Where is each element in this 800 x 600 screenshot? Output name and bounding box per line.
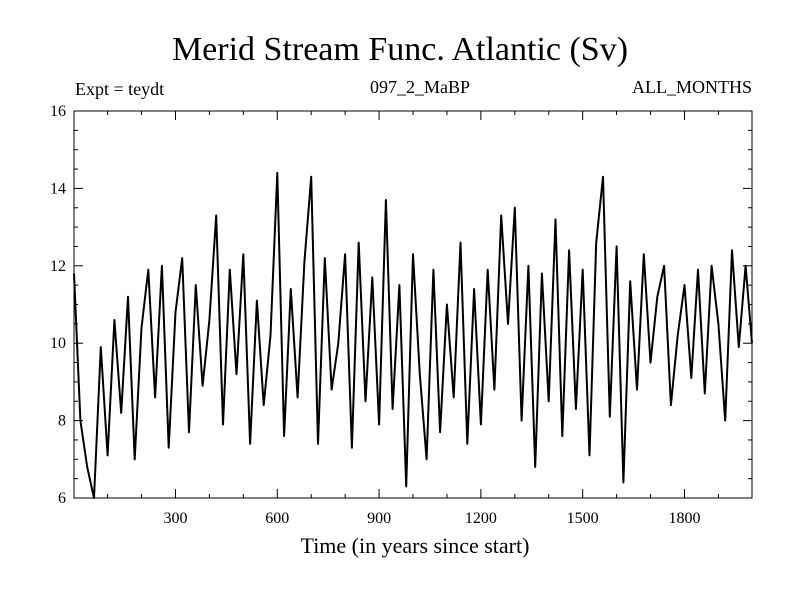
y-tick-label: 6 bbox=[58, 490, 66, 507]
y-tick-label: 8 bbox=[58, 413, 66, 430]
y-tick-label: 14 bbox=[50, 180, 66, 197]
x-axis-label: Time (in years since start) bbox=[300, 533, 530, 558]
x-tick-label: 300 bbox=[163, 510, 187, 527]
series-line bbox=[73, 171, 753, 499]
axis-ticks: 6 8 10 12 14 16 300 600 900 1200 1500 1800 bbox=[50, 103, 752, 527]
run-id-label: 097_2_MaBP bbox=[369, 77, 470, 97]
x-tick-label: 1200 bbox=[465, 510, 497, 527]
x-tick-label: 1500 bbox=[567, 510, 599, 527]
x-tick-label: 600 bbox=[265, 510, 289, 527]
y-tick-label: 16 bbox=[50, 103, 66, 120]
months-label: ALL_MONTHS bbox=[632, 77, 752, 97]
x-tick-label: 1800 bbox=[668, 510, 700, 527]
x-tick-label: 900 bbox=[367, 510, 391, 527]
chart-title: Merid Stream Func. Atlantic (Sv) bbox=[171, 31, 629, 68]
plot-frame bbox=[73, 110, 753, 499]
y-tick-label: 10 bbox=[50, 335, 66, 352]
y-tick-label: 12 bbox=[50, 258, 66, 275]
experiment-label: Expt = teydt bbox=[75, 79, 165, 99]
series-group bbox=[73, 171, 753, 499]
